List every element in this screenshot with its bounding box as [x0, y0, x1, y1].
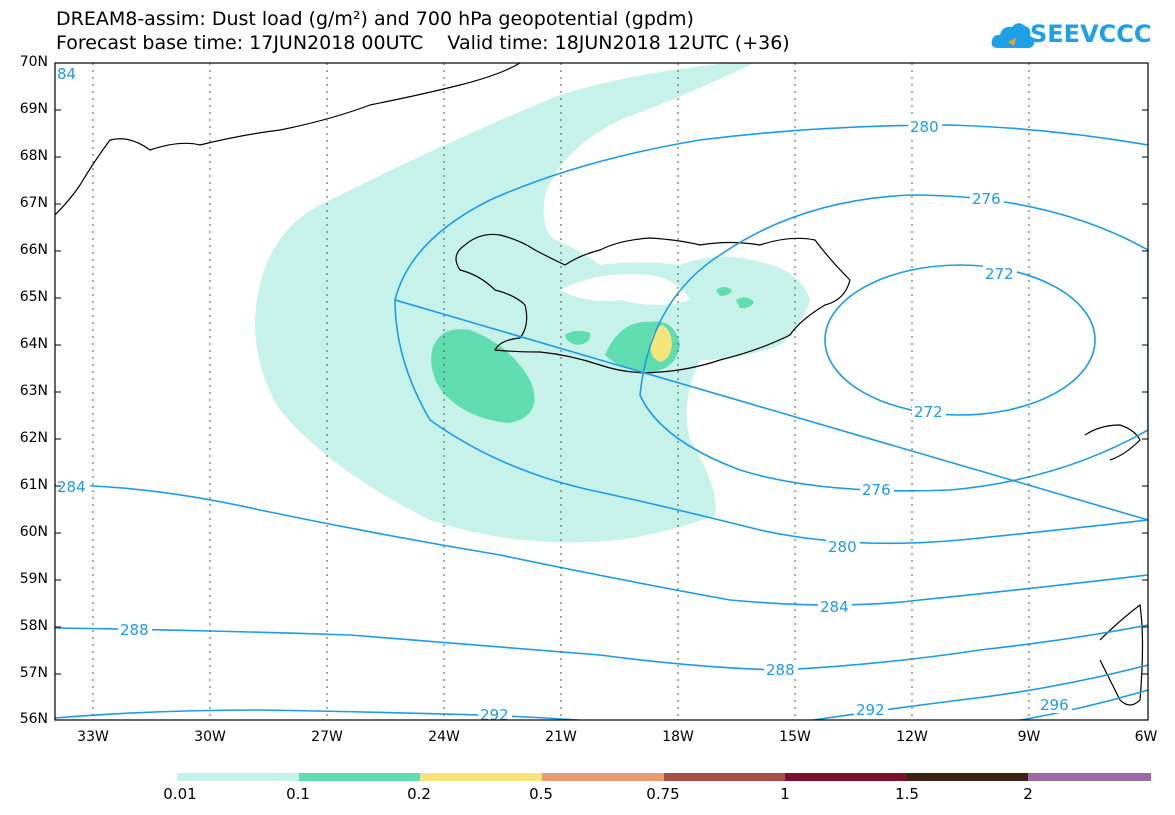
dust-area-mid — [431, 329, 535, 423]
colorbar-segment — [177, 773, 300, 781]
lon-label: 33W — [77, 729, 109, 745]
logo-text: SEEVCCC — [1030, 20, 1152, 48]
lat-label: 58N — [19, 618, 48, 634]
lon-label: 6W — [1134, 729, 1158, 745]
colorbar-segment — [298, 773, 421, 781]
contour-292 — [55, 664, 1148, 720]
contour-label: 276 — [972, 190, 1001, 208]
contour-label: 284 — [57, 478, 86, 496]
cloud-logo-icon — [991, 23, 1035, 49]
contour-label: 292 — [480, 706, 509, 724]
lat-label: 63N — [19, 383, 48, 399]
lat-label: 70N — [19, 54, 48, 70]
contour-label: 288 — [120, 621, 149, 639]
lon-label: 21W — [545, 729, 577, 745]
lat-label: 65N — [19, 289, 48, 305]
colorbar-segment — [420, 773, 543, 781]
lat-label: 68N — [19, 148, 48, 164]
colorbar-label: 0.1 — [286, 785, 310, 803]
lat-label: 64N — [19, 336, 48, 352]
colorbar-segment — [906, 773, 1029, 781]
dust-area-light — [255, 63, 810, 543]
colorbar-label: 0.75 — [646, 785, 680, 803]
lat-label: 61N — [19, 477, 48, 493]
colorbar-label: 0.5 — [529, 785, 553, 803]
lat-label: 59N — [19, 571, 48, 587]
contour-284 — [55, 484, 1148, 606]
colorbar-label: 1.5 — [895, 785, 919, 803]
colorbar-label: 1 — [780, 785, 790, 803]
colorbar-segment — [663, 773, 786, 781]
lat-label: 60N — [19, 524, 48, 540]
colorbar-segment — [541, 773, 664, 781]
contour-label: 292 — [856, 701, 885, 719]
lon-label: 15W — [779, 729, 811, 745]
lon-label: 9W — [1017, 729, 1041, 745]
contour-label: 272 — [985, 265, 1014, 283]
colorbar-segment — [1028, 773, 1151, 781]
lat-label: 66N — [19, 242, 48, 258]
lon-label: 24W — [428, 729, 460, 745]
colorbar-label: 0.01 — [163, 785, 197, 803]
lat-label: 67N — [19, 195, 48, 211]
contour-288 — [55, 624, 1148, 671]
lon-label: 18W — [662, 729, 694, 745]
contour-label: 280 — [910, 118, 939, 136]
contour-label: 296 — [1040, 696, 1069, 714]
contour-label: 288 — [766, 661, 795, 679]
lon-label: 30W — [194, 729, 226, 745]
colorbar-label: 0.2 — [407, 785, 431, 803]
coastlines — [55, 63, 1144, 706]
lon-label: 27W — [311, 729, 343, 745]
contour-label: 84 — [57, 65, 76, 83]
colorbar-segment — [785, 773, 908, 781]
dust-area-high — [650, 325, 672, 362]
contour-label: 284 — [820, 598, 849, 616]
lon-label: 12W — [896, 729, 928, 745]
contour-280 — [394, 124, 1148, 545]
contour-label: 276 — [862, 481, 891, 499]
contour-labels: 280 276 272 272 276 280 284 284 288 288 … — [56, 65, 1072, 724]
colorbar-label: 2 — [1023, 785, 1033, 803]
map-title: DREAM8-assim: Dust load (g/m²) and 700 h… — [56, 8, 694, 30]
contour-label: 272 — [914, 403, 943, 421]
contour-296 — [1016, 689, 1148, 720]
lat-label: 62N — [19, 430, 48, 446]
map-subtitle: Forecast base time: 17JUN2018 00UTC Vali… — [56, 32, 790, 54]
lat-label: 56N — [19, 711, 48, 727]
lat-label: 69N — [19, 101, 48, 117]
contour-label: 280 — [828, 538, 857, 556]
lon-grid — [92, 63, 1030, 720]
lat-label: 57N — [19, 665, 48, 681]
contour-272 — [824, 264, 1096, 416]
